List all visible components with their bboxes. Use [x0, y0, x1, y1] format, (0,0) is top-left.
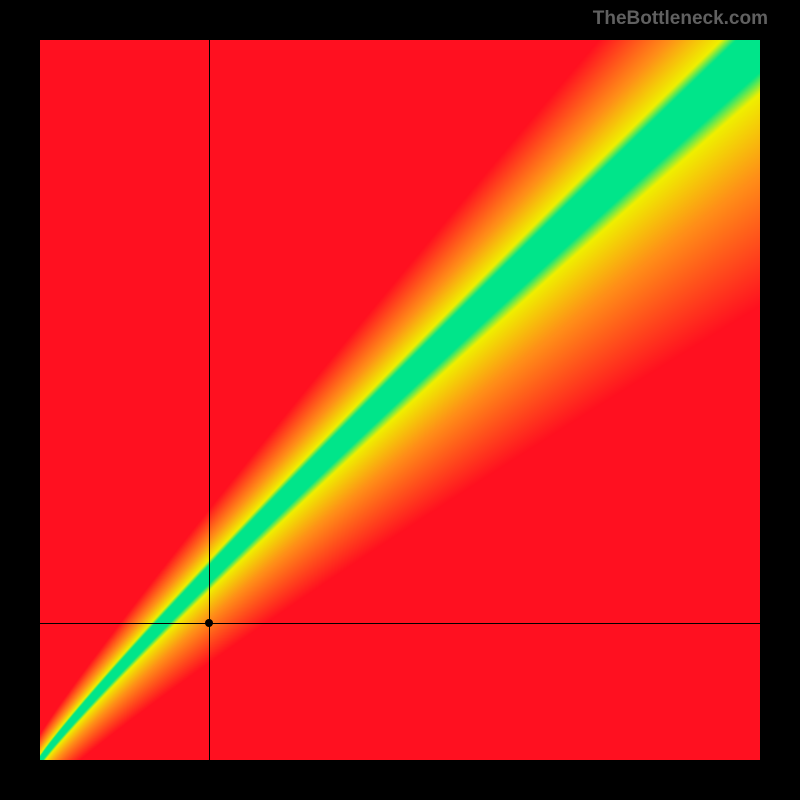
marker-dot	[205, 619, 213, 627]
watermark-text: TheBottleneck.com	[593, 8, 768, 30]
heatmap-plot	[40, 40, 760, 760]
heatmap-canvas	[40, 40, 760, 760]
crosshair-horizontal	[40, 623, 760, 624]
crosshair-vertical	[209, 40, 210, 760]
